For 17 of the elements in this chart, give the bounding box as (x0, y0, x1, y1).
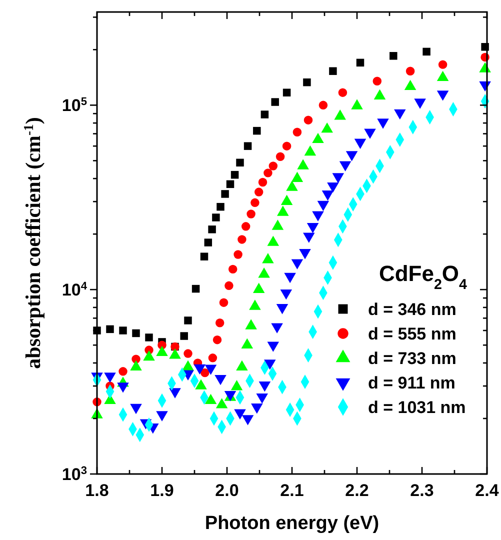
y-tick-label: 10$^{3}$ (62, 465, 87, 484)
legend-label: d = 346 nm (368, 300, 456, 319)
legend-label: d = 555 nm (368, 324, 456, 344)
x-tick-label: 1.9 (150, 481, 174, 500)
y-tick-label: 10$^{4}$ (62, 280, 88, 300)
legend-label: d = 733 nm (368, 349, 456, 368)
x-tick-label: 2.3 (410, 481, 434, 500)
y-tick-label: 10$^{5}$ (62, 96, 87, 116)
x-tick-label: 2.1 (280, 481, 304, 500)
x-tick-label: 2.2 (345, 481, 369, 500)
legend-label: d = 1031 nm (368, 398, 466, 417)
x-tick-label: 1.8 (85, 481, 109, 500)
legend-label: d = 911 nm (368, 374, 456, 392)
x-tick-label: 2.4 (475, 481, 500, 500)
x-axis-title: Photon energy (eV) (204, 513, 380, 534)
x-tick-label: 2.0 (215, 481, 239, 500)
annotation: CdFe$_{2}$O$_{4}$ (378, 261, 468, 293)
